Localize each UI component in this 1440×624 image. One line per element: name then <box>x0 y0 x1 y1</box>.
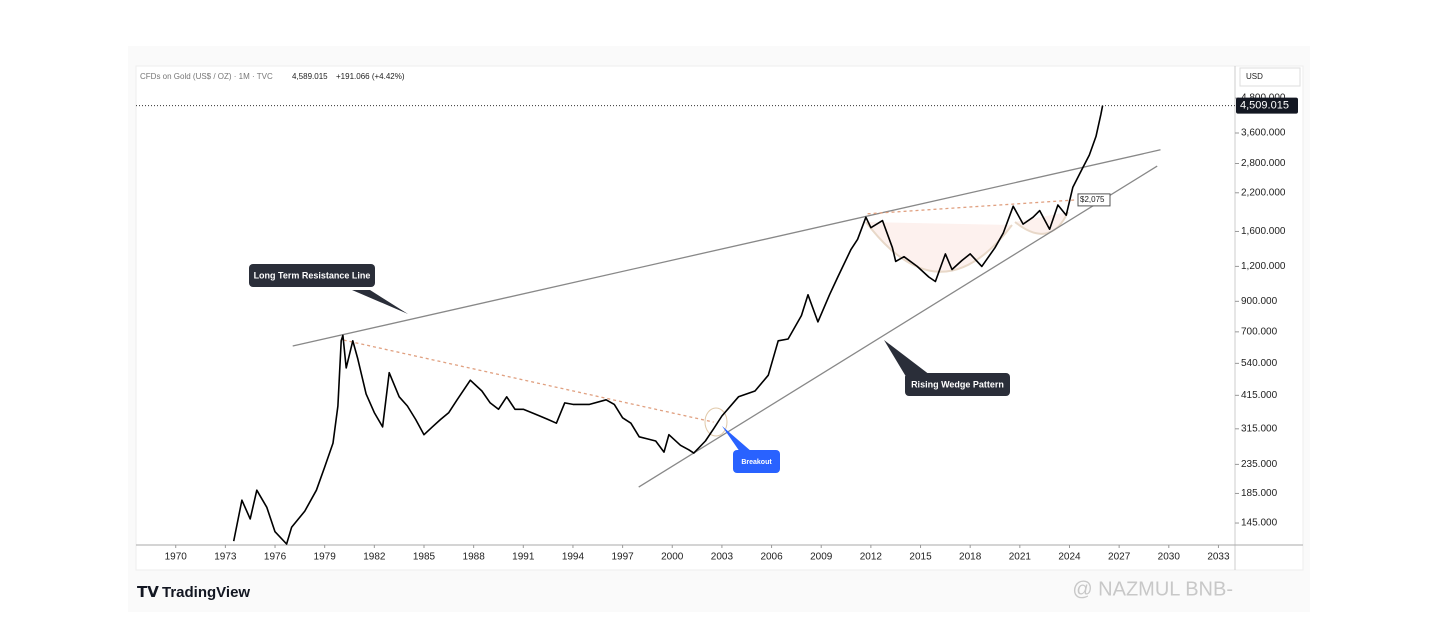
header-change: +191.066 (+4.42%) <box>336 72 405 81</box>
x-tick-label: 2009 <box>810 552 833 563</box>
last-price-box <box>1236 97 1298 114</box>
currency: USD <box>1246 72 1263 81</box>
x-tick-label: 1991 <box>512 552 535 563</box>
callout-tail <box>352 290 408 314</box>
x-tick-label: 2018 <box>959 552 982 563</box>
y-tick-label: 185.000 <box>1241 488 1278 499</box>
annotations: $2,075 Long Term Resistance Line Rising We… <box>249 193 1111 473</box>
trendline <box>292 149 1161 347</box>
x-tick-label: 1973 <box>214 552 237 563</box>
x-tick-label: 1970 <box>165 552 188 563</box>
x-tick-label: 1994 <box>562 552 585 563</box>
x-tick-label: 1985 <box>413 552 436 563</box>
trendline <box>638 165 1158 488</box>
x-tick-label: 1988 <box>463 552 486 563</box>
x-tick-label: 2015 <box>909 552 932 563</box>
y-tick-label: 145.000 <box>1241 518 1278 529</box>
y-tick-label: 2,200.000 <box>1241 187 1286 198</box>
x-tick-label: 2000 <box>661 552 684 563</box>
x-tick-label: 1979 <box>314 552 337 563</box>
callout-text: Long Term Resistance Line <box>254 270 371 280</box>
callout-tail <box>884 340 930 375</box>
panel <box>135 65 1304 571</box>
dashed-guide <box>867 199 1077 215</box>
currency-box <box>1239 67 1301 87</box>
price-line <box>232 105 1104 545</box>
x-tick-label: 2003 <box>711 552 734 563</box>
x-tick-label: 2021 <box>1009 552 1032 563</box>
x-tick-label: 2027 <box>1108 552 1131 563</box>
y-tick-label: 3,600.000 <box>1241 128 1286 139</box>
callout-text: Breakout <box>741 459 772 466</box>
x-tick-label: 2024 <box>1058 552 1081 563</box>
callout-text: Rising Wedge Pattern <box>911 379 1004 389</box>
x-tick-label: 1982 <box>363 552 386 563</box>
watermark: @ NAZMUL BNB- <box>1072 578 1233 600</box>
y-tick-label: 700.000 <box>1241 326 1278 337</box>
y-tick-label: 1,200.000 <box>1241 261 1286 272</box>
header-price: 4,589.015 <box>292 72 328 81</box>
x-tick-label: 2033 <box>1207 552 1230 563</box>
y-tick-label: 540.000 <box>1241 358 1278 369</box>
x-tick-label: 2030 <box>1158 552 1181 563</box>
x-tick-label: 2006 <box>760 552 783 563</box>
logo-mark: 𝗧𝗩 <box>137 584 159 601</box>
last-price-label: 4,509.015 <box>1240 100 1289 112</box>
logo: TradingView <box>162 584 250 601</box>
symbol: CFDs on Gold (US$ / OZ) · 1M · TVC <box>140 72 273 81</box>
x-tick-label: 1997 <box>611 552 634 563</box>
x-tick-label: 2012 <box>860 552 883 563</box>
y-tick-label: 2,800.000 <box>1241 158 1286 169</box>
callout-box <box>733 450 780 473</box>
y-tick-label: 315.000 <box>1241 423 1278 434</box>
y-tick-label: 235.000 <box>1241 459 1278 470</box>
level-label: $2,075 <box>1080 195 1105 204</box>
breakout-circle <box>704 407 728 437</box>
y-tick-label: 1,600.000 <box>1241 226 1286 237</box>
callout-tail <box>722 426 752 452</box>
y-tick-label: 415.000 <box>1241 390 1278 401</box>
callout-box <box>905 373 1010 396</box>
y-tick-label: 900.000 <box>1241 296 1278 307</box>
handle-arc <box>1014 211 1069 235</box>
plot: 145.000 185.000 235.000 315.000 415.000 540.0… <box>136 93 1298 563</box>
callout-box <box>249 264 375 287</box>
x-tick-label: 1976 <box>264 552 287 563</box>
level-box <box>1077 193 1111 207</box>
